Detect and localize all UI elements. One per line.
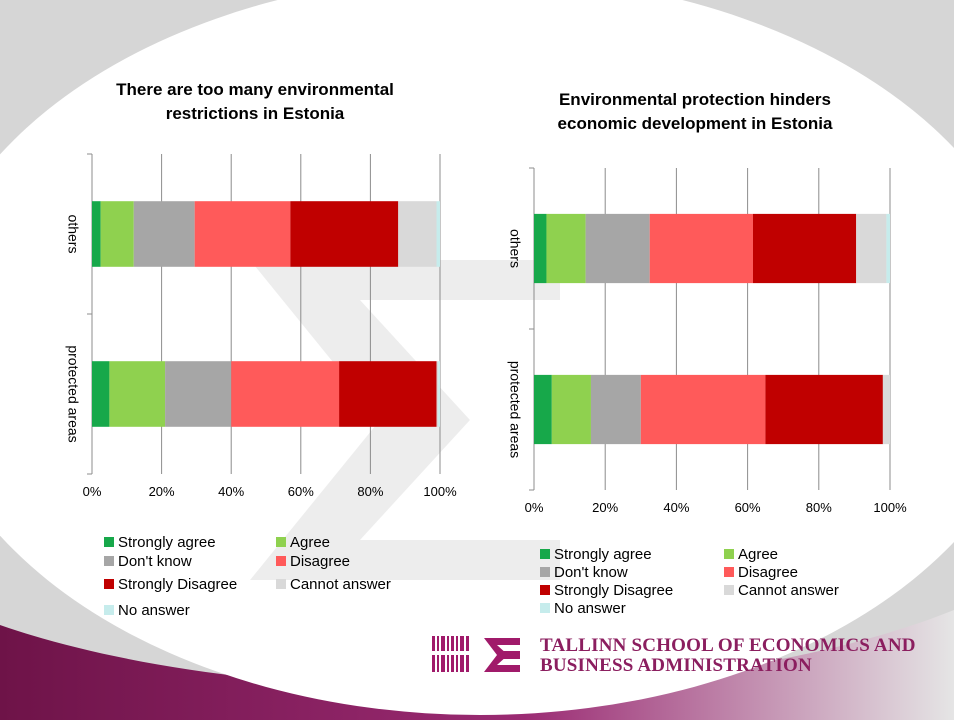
legend-label: Agree bbox=[738, 546, 779, 563]
x-tick-label: 20% bbox=[592, 500, 618, 515]
legend-label: Strongly Disagree bbox=[118, 576, 238, 593]
legend-item: Disagree bbox=[276, 553, 350, 571]
bar-segment bbox=[882, 374, 890, 445]
sigma-logo-icon bbox=[484, 638, 520, 672]
legend-label: Strongly Disagree bbox=[554, 582, 674, 599]
legend-label: No answer bbox=[118, 602, 190, 619]
institution-name-line2: BUSINESS ADMINISTRATION bbox=[540, 655, 812, 676]
legend-swatch bbox=[104, 605, 114, 615]
legend-right: Strongly agree Agree Don't know Disagree… bbox=[540, 546, 900, 620]
legend-swatch bbox=[276, 556, 286, 566]
x-tick-label: 40% bbox=[663, 500, 689, 515]
legend-swatch bbox=[104, 579, 114, 589]
legend-label: Cannot answer bbox=[290, 576, 391, 593]
legend-label: Don't know bbox=[118, 553, 192, 570]
legend-label: Disagree bbox=[738, 564, 799, 581]
chart-right: 0% 20% 40% 60% 80% 100% others protected areas bbox=[507, 167, 907, 515]
bar-segment bbox=[339, 361, 437, 427]
category-label: others bbox=[65, 215, 81, 254]
legend-item: Strongly agree bbox=[104, 534, 216, 552]
x-tick-label: 100% bbox=[423, 484, 457, 499]
bar-segment bbox=[438, 361, 440, 427]
bar-segment bbox=[92, 201, 101, 267]
x-tick-label: 40% bbox=[218, 484, 244, 499]
x-tick-label: 20% bbox=[149, 484, 175, 499]
x-tick-label: 0% bbox=[83, 484, 102, 499]
legend-label: No answer bbox=[554, 600, 626, 617]
legend-label: Disagree bbox=[290, 553, 351, 570]
legend-item: Don't know bbox=[104, 553, 192, 571]
bar-segment bbox=[649, 213, 753, 284]
barcode-logo-icon bbox=[432, 636, 470, 672]
legend-swatch bbox=[276, 579, 286, 589]
category-label: others bbox=[507, 229, 523, 268]
legend-item: Disagree bbox=[724, 564, 798, 582]
legend-swatch bbox=[540, 549, 550, 559]
legend-swatch bbox=[724, 585, 734, 595]
legend-swatch bbox=[540, 603, 550, 613]
legend-item: Agree bbox=[724, 546, 778, 564]
bar-segment bbox=[231, 361, 340, 427]
bar-segment bbox=[100, 201, 134, 267]
bar-segment bbox=[194, 201, 291, 267]
bar-segment bbox=[640, 374, 766, 445]
legend-swatch bbox=[276, 537, 286, 547]
legend-item: Strongly agree bbox=[540, 546, 652, 564]
bar-segment bbox=[436, 361, 439, 427]
legend-swatch bbox=[104, 556, 114, 566]
legend-label: Don't know bbox=[554, 564, 628, 581]
legend-left: Strongly agree Agree Don't know Disagree… bbox=[104, 534, 444, 624]
legend-item: No answer bbox=[540, 600, 626, 618]
legend-item: Strongly Disagree bbox=[104, 576, 237, 594]
bar-segment bbox=[92, 361, 110, 427]
category-label: protected areas bbox=[65, 345, 81, 442]
legend-swatch bbox=[540, 567, 550, 577]
bar-segment bbox=[436, 201, 440, 267]
x-tick-label: 60% bbox=[288, 484, 314, 499]
bar-segment bbox=[109, 361, 166, 427]
legend-label: Strongly agree bbox=[118, 534, 216, 551]
x-tick-label: 80% bbox=[806, 500, 832, 515]
legend-item: Cannot answer bbox=[724, 582, 839, 600]
category-label: protected areas bbox=[507, 361, 523, 458]
legend-item: Cannot answer bbox=[276, 576, 391, 594]
chart-left: 0% 20% 40% 60% 80% 100% others protected areas bbox=[65, 153, 457, 499]
legend-item: Don't know bbox=[540, 564, 628, 582]
bar-segment bbox=[886, 213, 890, 284]
legend-item: Strongly Disagree bbox=[540, 582, 673, 600]
legend-swatch bbox=[104, 537, 114, 547]
bar-segment bbox=[133, 201, 195, 267]
bar-segment bbox=[752, 213, 857, 284]
legend-swatch bbox=[540, 585, 550, 595]
x-tick-label: 0% bbox=[525, 500, 544, 515]
bar-segment bbox=[551, 374, 591, 445]
legend-swatch bbox=[724, 549, 734, 559]
chart-title-right: Environmental protection hinders economi… bbox=[557, 90, 833, 133]
legend-item: No answer bbox=[104, 602, 190, 620]
bar-segment bbox=[398, 201, 437, 267]
institution-name-line1: TALLINN SCHOOL OF ECONOMICS AND bbox=[540, 635, 916, 656]
legend-item: Agree bbox=[276, 534, 330, 552]
x-tick-label: 100% bbox=[873, 500, 907, 515]
bar-segment bbox=[534, 374, 552, 445]
legend-swatch bbox=[724, 567, 734, 577]
bar-segment bbox=[290, 201, 399, 267]
x-tick-label: 80% bbox=[357, 484, 383, 499]
bar-segment bbox=[590, 374, 641, 445]
legend-label: Agree bbox=[290, 534, 331, 551]
x-tick-label: 60% bbox=[735, 500, 761, 515]
legend-label: Strongly agree bbox=[554, 546, 652, 563]
bar-segment bbox=[546, 213, 586, 284]
chart-title-left: There are too many environmental restric… bbox=[116, 80, 394, 123]
bar-segment bbox=[165, 361, 232, 427]
bar-segment bbox=[534, 213, 547, 284]
legend-label: Cannot answer bbox=[738, 582, 839, 599]
bar-segment bbox=[856, 213, 887, 284]
bar-segment bbox=[765, 374, 883, 445]
bar-segment bbox=[585, 213, 650, 284]
